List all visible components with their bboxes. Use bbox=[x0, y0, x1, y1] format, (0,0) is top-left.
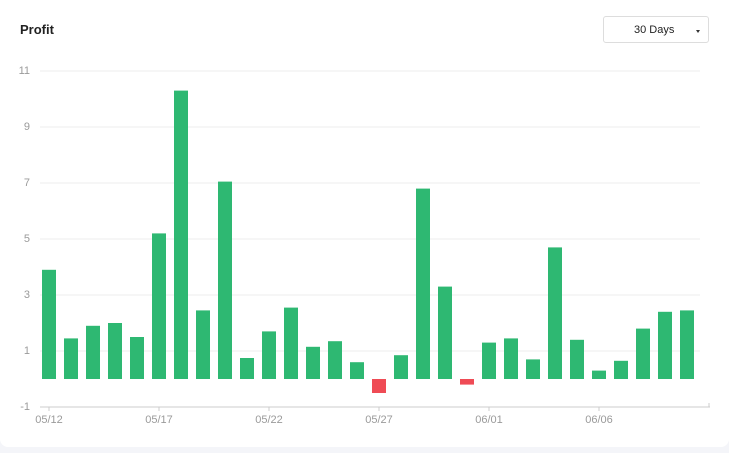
bar bbox=[548, 247, 562, 379]
bar bbox=[658, 311, 672, 379]
bar bbox=[284, 307, 298, 379]
x-tick-label: 05/17 bbox=[145, 414, 173, 426]
bar bbox=[504, 338, 518, 379]
bar bbox=[526, 359, 540, 379]
bar bbox=[328, 341, 342, 379]
bar bbox=[218, 181, 232, 379]
bar bbox=[416, 188, 430, 379]
bar bbox=[86, 325, 100, 379]
x-tick-label: 06/06 bbox=[585, 414, 613, 426]
bar bbox=[130, 337, 144, 379]
caret bbox=[696, 30, 700, 33]
y-tick-label: 5 bbox=[24, 233, 30, 245]
bar bbox=[614, 360, 628, 379]
x-tick-label: 05/22 bbox=[255, 414, 283, 426]
bar bbox=[262, 331, 276, 379]
bar bbox=[570, 339, 584, 379]
bar bbox=[636, 328, 650, 379]
bar bbox=[108, 323, 122, 379]
range-select[interactable]: 30 Days bbox=[603, 16, 709, 43]
y-tick-label: 11 bbox=[19, 65, 30, 77]
bar bbox=[460, 379, 474, 385]
y-tick-label: 7 bbox=[24, 177, 30, 189]
bar bbox=[482, 342, 496, 379]
x-tick-label: 05/27 bbox=[365, 414, 393, 426]
bar bbox=[42, 269, 56, 379]
range-label: 30 Days bbox=[634, 24, 675, 36]
y-tick-label: -1 bbox=[20, 401, 30, 413]
bar bbox=[350, 362, 364, 379]
y-tick-label: 1 bbox=[24, 345, 30, 357]
bar bbox=[240, 358, 254, 379]
bar bbox=[680, 310, 694, 379]
bar bbox=[372, 379, 386, 393]
bar bbox=[152, 233, 166, 379]
x-tick-label: 06/01 bbox=[475, 414, 503, 426]
bar bbox=[174, 90, 188, 379]
bar bbox=[394, 355, 408, 379]
bar bbox=[64, 338, 78, 379]
x-tick-label: 05/12 bbox=[35, 414, 63, 426]
bar bbox=[438, 286, 452, 379]
chart-title: Profit bbox=[20, 22, 54, 37]
bar bbox=[306, 346, 320, 379]
y-tick-label: 9 bbox=[24, 121, 30, 133]
bar bbox=[196, 310, 210, 379]
y-tick-label: 3 bbox=[24, 289, 30, 301]
bar bbox=[592, 370, 606, 379]
